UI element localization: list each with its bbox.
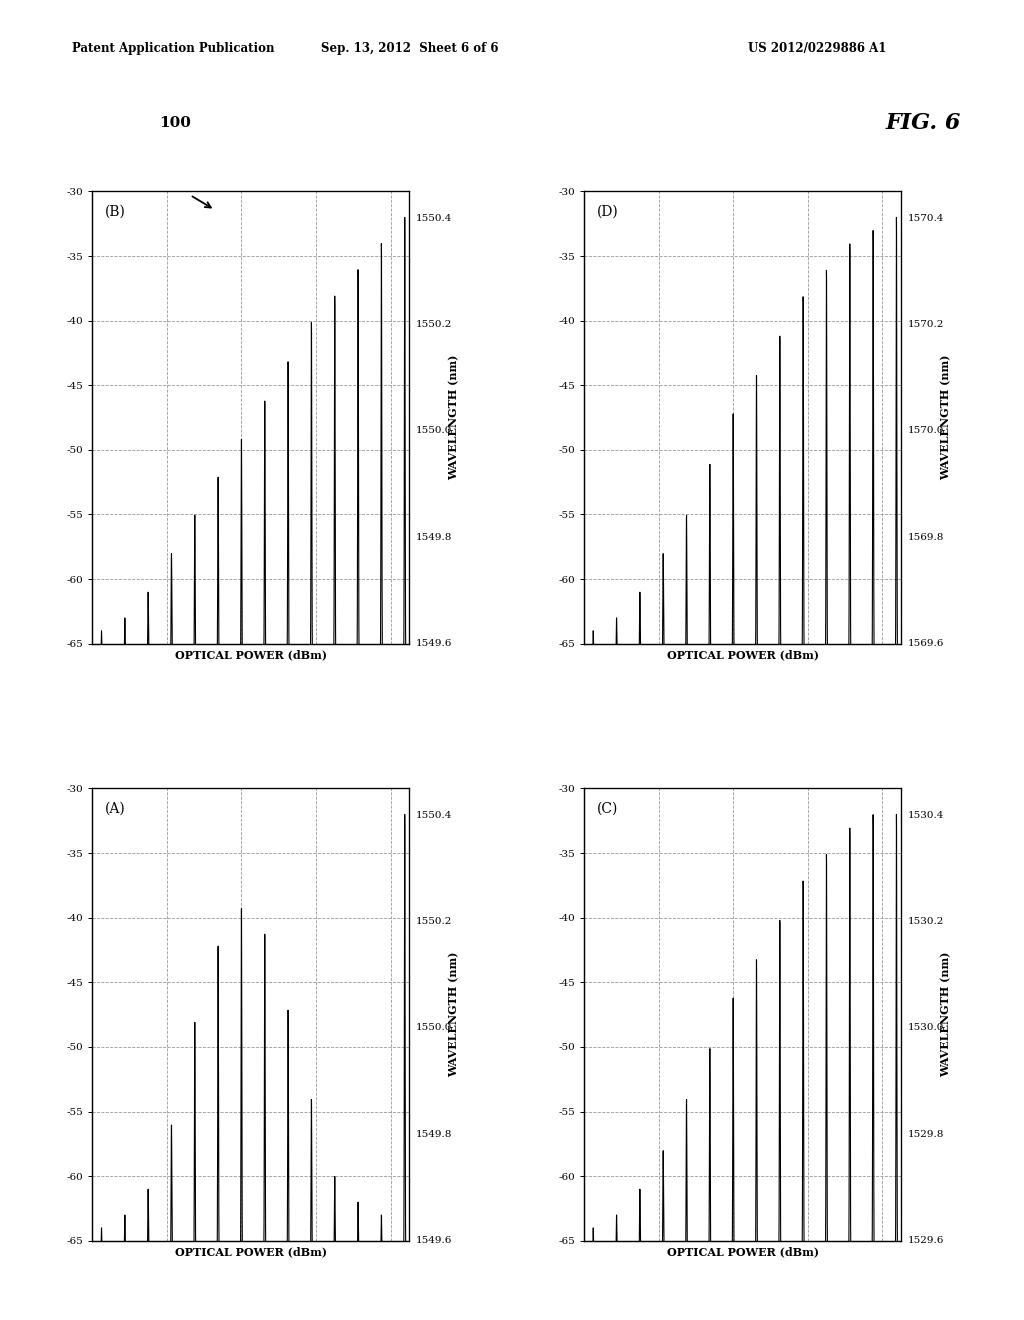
Text: Patent Application Publication: Patent Application Publication — [72, 42, 274, 55]
Text: US 2012/0229886 A1: US 2012/0229886 A1 — [748, 42, 886, 55]
Text: 1570.4: 1570.4 — [907, 214, 944, 223]
Text: (D): (D) — [597, 205, 618, 219]
X-axis label: OPTICAL POWER (dBm): OPTICAL POWER (dBm) — [175, 649, 327, 660]
Text: WAVELENGTH (nm): WAVELENGTH (nm) — [449, 355, 460, 480]
Text: Sep. 13, 2012  Sheet 6 of 6: Sep. 13, 2012 Sheet 6 of 6 — [321, 42, 499, 55]
Text: 1550.4: 1550.4 — [416, 214, 453, 223]
Text: 1550.2: 1550.2 — [416, 319, 453, 329]
Text: WAVELENGTH (nm): WAVELENGTH (nm) — [940, 355, 951, 480]
X-axis label: OPTICAL POWER (dBm): OPTICAL POWER (dBm) — [667, 1246, 818, 1258]
Text: WAVELENGTH (nm): WAVELENGTH (nm) — [940, 952, 951, 1077]
Text: 1530.2: 1530.2 — [907, 917, 944, 927]
Text: 1569.8: 1569.8 — [907, 533, 944, 541]
Text: 1549.8: 1549.8 — [416, 1130, 453, 1139]
Text: 100: 100 — [159, 116, 190, 131]
Text: 1550.4: 1550.4 — [416, 810, 453, 820]
Text: (B): (B) — [104, 205, 126, 219]
Text: FIG. 6: FIG. 6 — [886, 112, 962, 135]
Text: 1570.0: 1570.0 — [907, 426, 944, 436]
Text: 1529.8: 1529.8 — [907, 1130, 944, 1139]
Text: 1529.6: 1529.6 — [907, 1237, 944, 1245]
Text: (C): (C) — [597, 803, 617, 816]
X-axis label: OPTICAL POWER (dBm): OPTICAL POWER (dBm) — [175, 1246, 327, 1258]
Text: 1550.0: 1550.0 — [416, 1023, 453, 1032]
Text: 1549.6: 1549.6 — [416, 1237, 453, 1245]
Text: 1570.2: 1570.2 — [907, 319, 944, 329]
Text: 1549.8: 1549.8 — [416, 533, 453, 541]
Text: WAVELENGTH (nm): WAVELENGTH (nm) — [449, 952, 460, 1077]
X-axis label: OPTICAL POWER (dBm): OPTICAL POWER (dBm) — [667, 649, 818, 660]
Text: 1569.6: 1569.6 — [907, 639, 944, 648]
Text: (A): (A) — [104, 803, 126, 816]
Text: 1549.6: 1549.6 — [416, 639, 453, 648]
Text: 1530.4: 1530.4 — [907, 810, 944, 820]
Text: 1550.0: 1550.0 — [416, 426, 453, 436]
Text: 1550.2: 1550.2 — [416, 917, 453, 927]
Text: 1530.0: 1530.0 — [907, 1023, 944, 1032]
